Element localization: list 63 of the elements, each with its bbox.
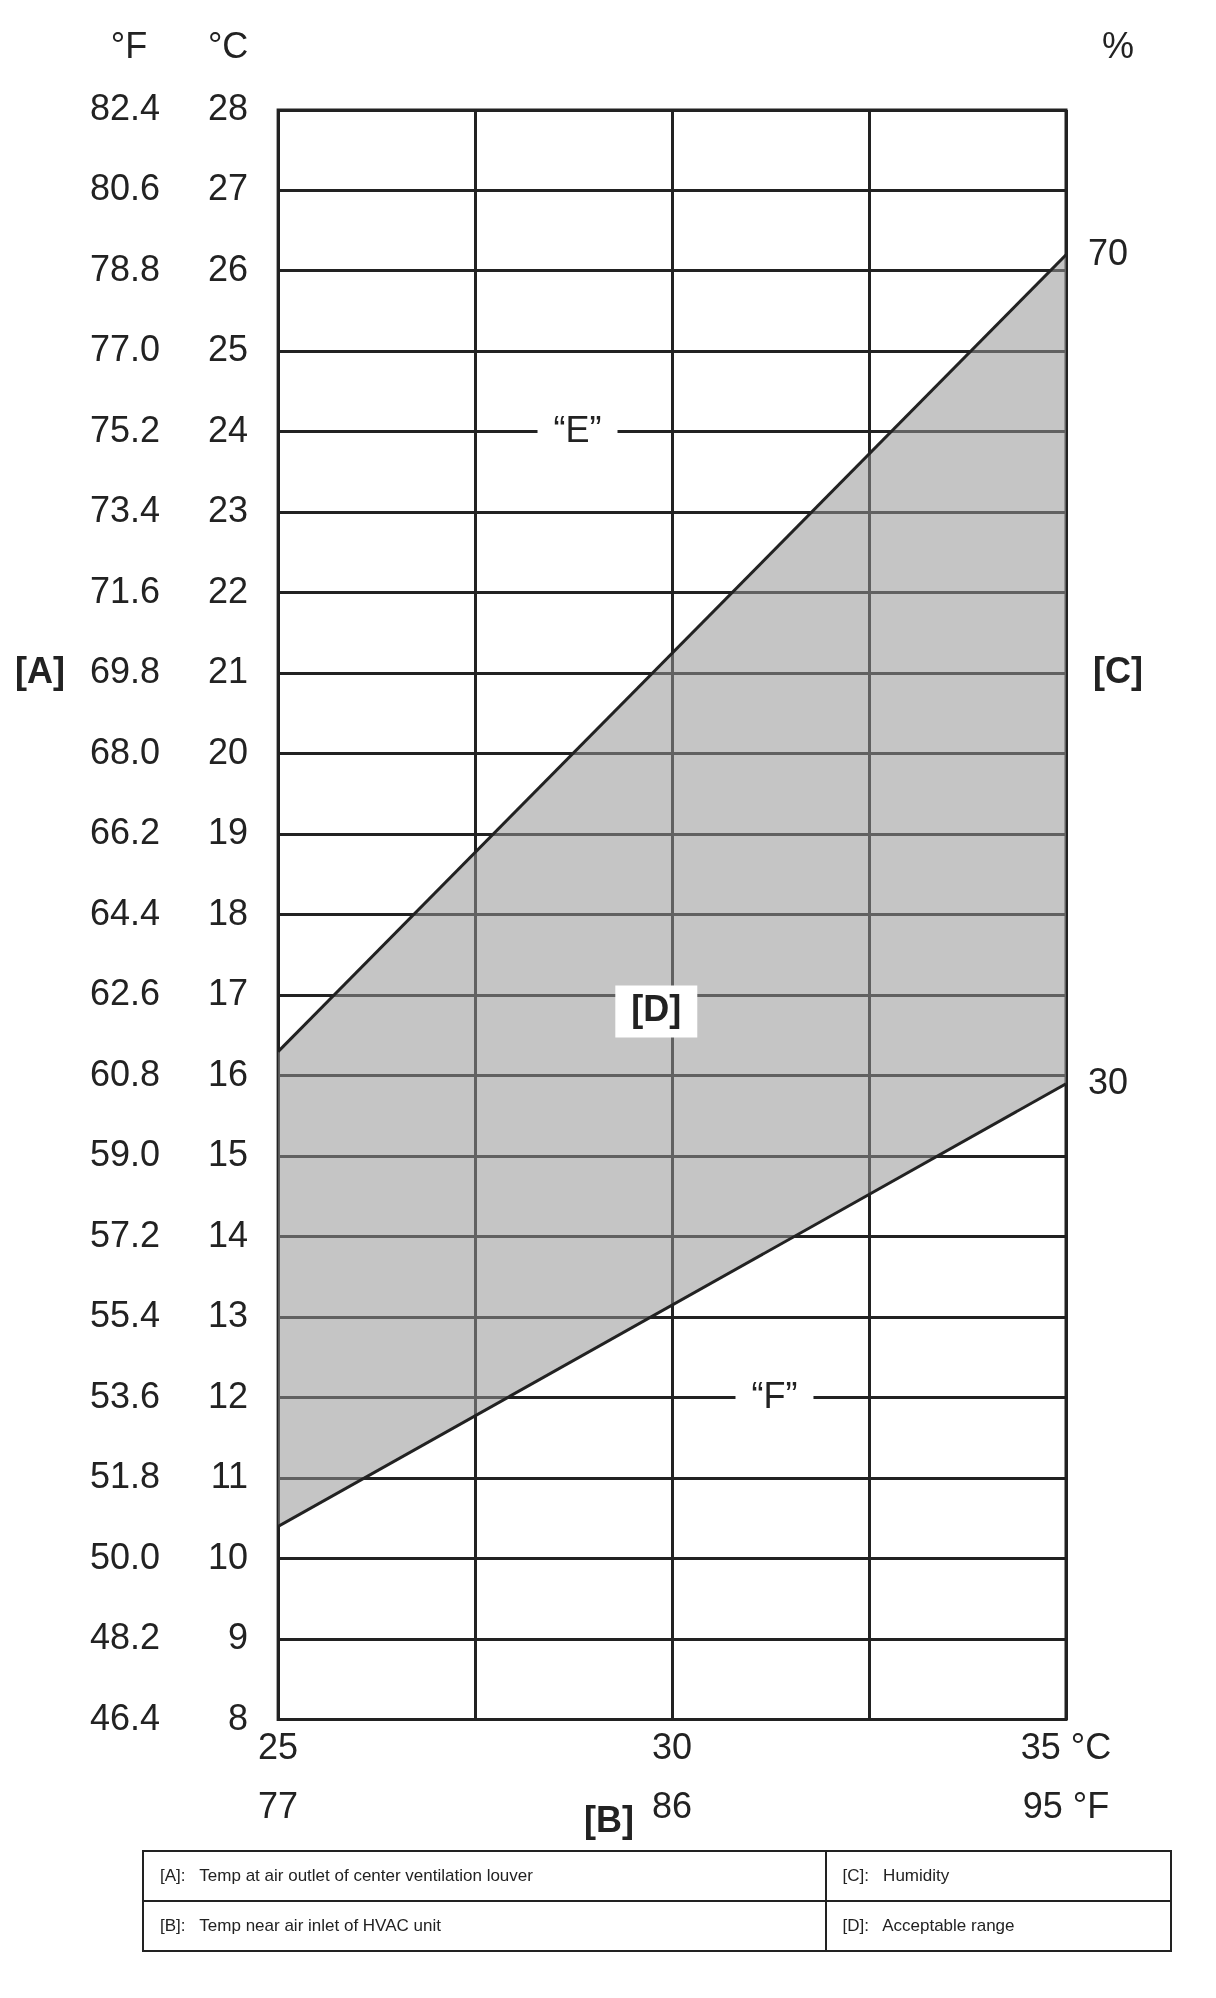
y-tick-label: 15 xyxy=(208,1133,249,1175)
y-tick-label: 13 xyxy=(208,1294,249,1336)
annotation: 30 xyxy=(1088,1060,1129,1102)
x2-tick-label: 95 °F xyxy=(1022,1785,1110,1827)
text: [C]: Humidity xyxy=(825,1851,1171,1901)
y-tick-label: 24 xyxy=(208,408,249,450)
y-tick-label: 21 xyxy=(208,650,249,692)
y-tick-label: 10 xyxy=(208,1535,249,1577)
x-tick-label: 25 xyxy=(258,1726,299,1768)
text: [A] xyxy=(15,650,65,692)
annotation: “E” xyxy=(553,408,602,450)
text: °C xyxy=(207,24,249,66)
y-tick-label: 14 xyxy=(208,1213,249,1255)
annotation: 70 xyxy=(1088,231,1129,273)
y2-tick-label: 68.0 xyxy=(89,730,161,772)
annotation: [D] xyxy=(631,988,682,1030)
y2-tick-label: 53.6 xyxy=(89,1374,161,1416)
y2-tick-label: 50.0 xyxy=(89,1535,161,1577)
y2-tick-label: 55.4 xyxy=(89,1294,161,1336)
text: [D]: Acceptable range xyxy=(825,1901,1171,1951)
y-tick-label: 26 xyxy=(208,247,249,289)
x2-tick-label: 77 xyxy=(258,1785,299,1827)
x-tick-label: 30 xyxy=(652,1726,693,1768)
y2-tick-label: 69.8 xyxy=(89,650,161,692)
y-tick-label: 27 xyxy=(208,167,249,209)
y2-tick-label: 77.0 xyxy=(89,328,161,370)
x-tick-label: 35 °C xyxy=(1020,1726,1112,1768)
y2-tick-label: 48.2 xyxy=(89,1616,161,1658)
y-tick-label: 28 xyxy=(208,86,249,128)
y2-tick-label: 59.0 xyxy=(89,1133,161,1175)
y-tick-label: 16 xyxy=(208,1052,249,1094)
y-tick-label: 23 xyxy=(208,489,249,531)
y-tick-label: 22 xyxy=(208,569,249,611)
y-tick-label: 12 xyxy=(208,1374,249,1416)
x2-tick-label: 86 xyxy=(652,1785,693,1827)
y-tick-label: 8 xyxy=(228,1696,249,1738)
y2-tick-label: 66.2 xyxy=(89,811,161,853)
text: % xyxy=(1101,24,1135,66)
text: [C] xyxy=(1093,650,1143,692)
y-tick-label: 17 xyxy=(208,972,249,1014)
y2-tick-label: 64.4 xyxy=(89,891,161,933)
y2-tick-label: 78.8 xyxy=(89,247,161,289)
y-tick-label: 20 xyxy=(208,730,249,772)
y2-tick-label: 75.2 xyxy=(89,408,161,450)
y2-tick-label: 62.6 xyxy=(89,972,161,1014)
annotation: “F” xyxy=(751,1374,798,1416)
text: [B]: Temp near air inlet of HVAC unit xyxy=(143,1901,826,1951)
y2-tick-label: 51.8 xyxy=(89,1455,161,1497)
y2-tick-label: 73.4 xyxy=(89,489,161,531)
y-tick-label: 11 xyxy=(210,1455,249,1497)
y-tick-label: 25 xyxy=(208,328,249,370)
y2-tick-label: 80.6 xyxy=(89,167,161,209)
y2-tick-label: 60.8 xyxy=(89,1052,161,1094)
y-tick-label: 9 xyxy=(228,1616,249,1658)
x-axis-title: [B] xyxy=(584,1798,635,1840)
y-tick-label: 18 xyxy=(208,891,249,933)
text: °F xyxy=(110,24,148,66)
y2-tick-label: 82.4 xyxy=(89,86,161,128)
text: [A]: Temp at air outlet of center ventilation louver xyxy=(143,1851,826,1901)
y2-tick-label: 57.2 xyxy=(89,1213,161,1255)
y2-tick-label: 71.6 xyxy=(89,569,161,611)
y-tick-label: 19 xyxy=(208,811,249,853)
y2-tick-label: 46.4 xyxy=(89,1696,161,1738)
